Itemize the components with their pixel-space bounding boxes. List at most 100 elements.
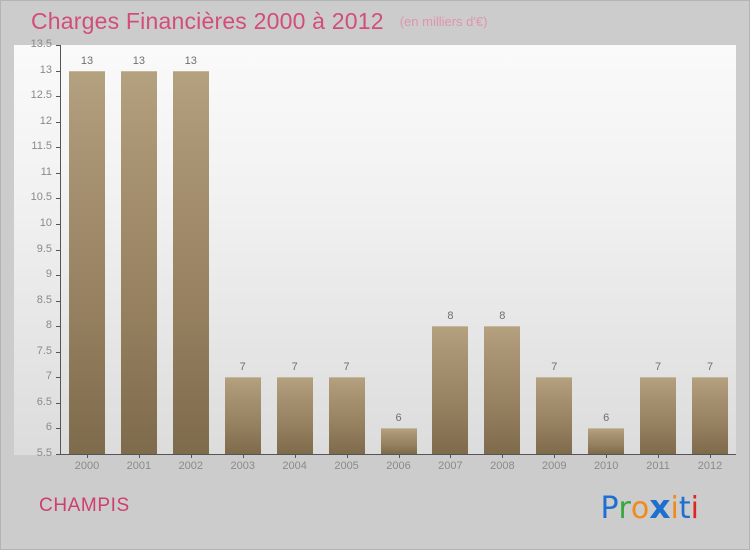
bar[interactable]: [640, 377, 677, 454]
x-axis-tick-mark: [346, 454, 348, 458]
bar-value-label: 8: [447, 310, 454, 323]
bar-group: 7: [536, 45, 573, 454]
x-axis-tick-label: 2010: [593, 460, 619, 472]
bar-value-label: 6: [395, 412, 402, 425]
y-axis-tick-mark: [56, 121, 60, 123]
bar[interactable]: [276, 377, 313, 454]
y-axis-tick-mark: [56, 223, 60, 225]
bar-group: 13: [120, 45, 157, 454]
y-axis-tick-label: 11.5: [31, 140, 52, 153]
bar[interactable]: [172, 70, 209, 454]
bar-group: 7: [328, 45, 365, 454]
y-axis-tick-mark: [56, 454, 60, 455]
bar-group: 8: [484, 45, 521, 454]
bar[interactable]: [380, 428, 417, 454]
bar[interactable]: [224, 377, 261, 454]
x-axis-tick-label: 2000: [74, 460, 100, 472]
y-axis-tick: 7.5: [14, 345, 60, 357]
y-axis-tick: 9.5: [14, 243, 60, 255]
y-axis-tick-mark: [56, 70, 60, 72]
x-axis-tick-mark: [554, 454, 556, 458]
y-axis-tick-label: 8.5: [36, 293, 52, 306]
x-axis-tick-label: 2004: [282, 460, 307, 472]
bar-value-label: 13: [132, 54, 145, 67]
y-axis-tick-label: 10: [39, 216, 52, 229]
entity-name: CHAMPIS: [39, 495, 130, 516]
y-axis-tick-label: 7: [45, 370, 52, 383]
y-axis-tick: 9: [14, 268, 60, 280]
x-axis-tick-mark: [190, 454, 192, 458]
bar-value-label: 7: [551, 361, 558, 374]
bar[interactable]: [432, 326, 469, 454]
x-axis-tick-label: 2005: [334, 460, 359, 472]
x-axis-tick-label: 2011: [646, 460, 670, 472]
y-axis-tick-mark: [56, 198, 60, 200]
y-axis-tick-mark: [56, 172, 60, 174]
chart-header: Charges Financières 2000 à 2012 (en mill…: [1, 1, 749, 41]
y-axis-tick-mark: [56, 45, 60, 46]
y-axis-tick-mark: [56, 96, 60, 98]
logo-letter: r: [618, 491, 631, 526]
x-axis-tick-mark: [294, 454, 296, 458]
y-axis-tick-mark: [56, 351, 60, 353]
x-axis-tick-mark: [658, 454, 660, 458]
bar[interactable]: [68, 70, 105, 454]
logo-letter: P: [600, 491, 619, 526]
logo-letter: x: [649, 487, 671, 526]
y-axis-tick: 11.5: [14, 140, 60, 152]
bar[interactable]: [120, 70, 157, 454]
bar[interactable]: [536, 377, 573, 454]
x-axis-tick-mark: [502, 454, 504, 458]
bar-group: 13: [172, 45, 209, 454]
bar[interactable]: [328, 377, 365, 454]
y-axis-tick-mark: [56, 300, 60, 302]
y-axis-tick-label: 12.5: [30, 89, 52, 102]
bar-group: 7: [276, 45, 313, 454]
x-axis-tick-label: 2002: [178, 460, 204, 472]
logo-letter: i: [690, 491, 699, 526]
x-axis-tick-label: 2012: [697, 460, 723, 472]
bar[interactable]: [692, 377, 729, 454]
y-axis-tick: 7: [14, 370, 60, 382]
y-axis-tick-label: 10.5: [30, 191, 52, 204]
bar-group: 7: [640, 45, 677, 454]
bar-value-label: 7: [343, 361, 350, 374]
logo-letter: t: [678, 491, 691, 526]
bar[interactable]: [588, 428, 625, 454]
x-axis-tick-mark: [398, 454, 400, 458]
y-axis-tick: 11: [14, 166, 60, 178]
y-axis-tick-label: 13.5: [30, 38, 52, 50]
bar-value-label: 13: [184, 54, 197, 67]
x-axis-tick-mark: [710, 454, 712, 458]
y-axis-tick-mark: [56, 275, 60, 277]
y-axis-tick-mark: [56, 249, 60, 251]
x-axis-tick-label: 2009: [542, 460, 567, 472]
y-axis-tick: 10.5: [14, 191, 60, 203]
bar-value-label: 7: [239, 361, 246, 374]
bar-group: 13: [68, 45, 105, 454]
x-axis-tick-label: 2001: [126, 460, 152, 472]
chart-footer: CHAMPIS Proxiti: [1, 455, 749, 549]
y-axis-tick-mark: [56, 377, 60, 379]
bar[interactable]: [484, 326, 521, 454]
bar-group: 6: [588, 45, 625, 454]
bar-group: 6: [380, 45, 417, 454]
page-title: Charges Financières 2000 à 2012: [31, 7, 384, 34]
x-axis-tick-mark: [450, 454, 452, 458]
bar-value-label: 7: [706, 361, 714, 374]
y-axis-tick-label: 13: [39, 63, 52, 76]
y-axis-tick: 8: [14, 319, 60, 331]
y-axis-tick-label: 9: [45, 268, 52, 281]
y-axis-tick-label: 12: [39, 114, 52, 127]
bar-value-label: 7: [291, 361, 298, 374]
y-axis-tick-label: 8: [45, 319, 52, 332]
bar-value-label: 8: [499, 310, 506, 323]
proxiti-logo[interactable]: Proxiti: [600, 487, 699, 526]
y-axis-tick: 13.5: [14, 38, 60, 50]
x-axis-tick-label: 2008: [490, 460, 515, 472]
y-axis-tick: 13: [14, 64, 60, 76]
y-axis-tick-label: 7.5: [36, 344, 52, 357]
y-axis-tick-mark: [56, 147, 60, 149]
y-axis-tick-label: 11: [40, 165, 52, 178]
